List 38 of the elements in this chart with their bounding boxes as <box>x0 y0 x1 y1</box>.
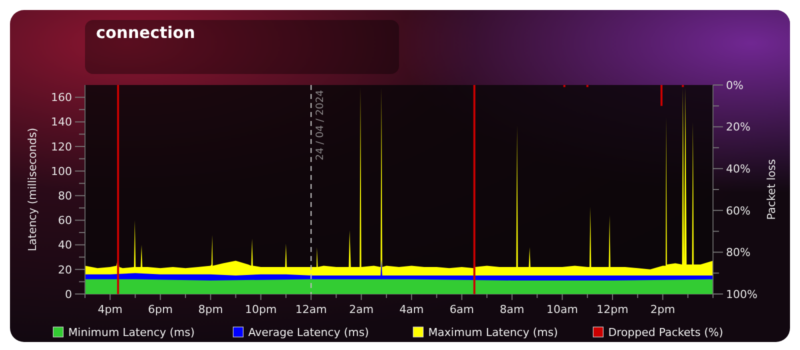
x-tick-label: 4am <box>399 303 424 316</box>
y2-tick-label: 20% <box>726 120 750 134</box>
y-tick-label: 60 <box>58 214 72 228</box>
y-tick-label: 160 <box>51 91 72 104</box>
x-tick-label: 8am <box>500 303 524 316</box>
y2-axis-title: Packet loss <box>765 158 778 220</box>
x-tick-label: 10pm <box>244 303 277 316</box>
bar <box>660 85 663 106</box>
y2-tick-label: 40% <box>726 162 750 176</box>
x-tick-label: 6pm <box>148 303 173 316</box>
bar <box>117 85 120 294</box>
x-tick-label: 12pm <box>596 303 628 316</box>
y-tick-label: 20 <box>58 263 72 276</box>
y-tick-label: 140 <box>51 116 72 129</box>
bar <box>473 85 476 294</box>
y2-tick-label: 100% <box>726 288 758 301</box>
y2-tick-label: 80% <box>726 246 750 260</box>
legend-label: Average Latency (ms) <box>248 326 369 339</box>
y-axis-title: Latency (milliseconds) <box>26 128 39 252</box>
y-tick-label: 80 <box>58 189 72 202</box>
y-tick-label: 120 <box>51 140 72 154</box>
x-tick-label: 8pm <box>198 303 223 316</box>
x-tick-label: 2pm <box>650 303 676 316</box>
x-tick-label: 10am <box>546 303 578 316</box>
legend-label: Dropped Packets (%) <box>608 326 724 339</box>
x-tick-label: 4pm <box>98 303 122 316</box>
legend-label: Maximum Latency (ms) <box>428 326 558 339</box>
x-tick-label: 6am <box>450 303 474 316</box>
ref-line-label: 24 / 04 / 2024 <box>315 90 326 160</box>
chart-title: connection <box>96 23 196 42</box>
y2-tick-label: 60% <box>726 204 750 218</box>
legend-label: Minimum Latency (ms) <box>68 326 195 339</box>
y-tick-label: 40 <box>58 238 72 252</box>
x-tick-label: 2am <box>349 303 374 316</box>
x-tick-label: 12am <box>295 303 327 316</box>
y2-tick-label: 0% <box>726 78 744 92</box>
y-tick-label: 100 <box>51 164 72 178</box>
y-tick-label: 0 <box>65 288 72 301</box>
